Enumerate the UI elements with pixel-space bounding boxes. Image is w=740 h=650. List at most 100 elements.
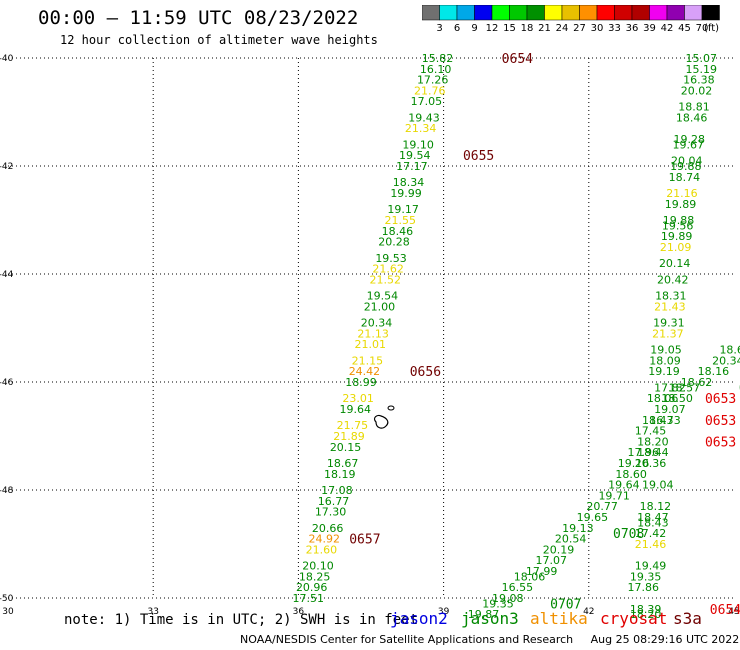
lon-tick-label: 33 <box>147 607 158 617</box>
colorbar-tick: 42 <box>661 23 674 33</box>
swh-value: 21.60 <box>306 543 338 556</box>
swh-value: 18.46 <box>676 111 708 124</box>
swh-value: 19.53 <box>375 252 407 265</box>
swh-value: 18.43 <box>642 414 674 427</box>
swh-value: 20.66 <box>312 522 344 535</box>
swh-value: 19.99 <box>390 187 422 200</box>
colorbar-tick: 27 <box>573 23 586 33</box>
swh-value: 21.09 <box>660 241 692 254</box>
swh-value: 21.52 <box>370 273 402 286</box>
swh-value: 23.01 <box>342 392 374 405</box>
lon-tick-label: 39 <box>438 607 450 617</box>
swh-value: 19.10 <box>402 138 434 151</box>
swh-value: 18.43 <box>637 516 669 529</box>
colorbar-tick: 45 <box>678 23 691 33</box>
colorbar-tick: 12 <box>486 23 499 33</box>
colorbar-legend: 3 6 9 12 15 18 21 24 27 30 33 36 39 42 45 70(ft) <box>422 5 720 33</box>
swh-value: 19.35 <box>630 570 662 583</box>
swh-value: 17.86 <box>627 581 659 594</box>
swh-value: 18.57 <box>669 381 701 394</box>
map-subtitle: 12 hour collection of altimeter wave hei… <box>60 33 378 47</box>
swh-value: 18.74 <box>669 171 701 184</box>
colorbar-tick: 36 <box>626 23 639 33</box>
swh-value: 18.06 <box>514 570 546 583</box>
swh-value: 19.43 <box>408 111 440 124</box>
swh-value: 19.35 <box>482 597 514 610</box>
swh-value: 19.07 <box>654 403 686 416</box>
swh-value: 18.09 <box>649 354 681 367</box>
swh-value: 18.62 <box>681 376 713 389</box>
time-label: 0708 <box>613 527 644 542</box>
swh-value: 17.26 <box>417 74 449 87</box>
swh-value: 20.10 <box>302 560 334 573</box>
swh-value: 19.67 <box>672 138 704 151</box>
swh-value: 20.28 <box>378 236 410 249</box>
lon-tick-label: 42 <box>583 607 594 617</box>
legend-s3a: s3a <box>673 609 702 628</box>
colorbar-tick: 21 <box>538 23 551 33</box>
swh-value: 21.89 <box>333 430 365 443</box>
swh-value: 19.65 <box>577 511 609 524</box>
lat-tick-label: -40 <box>0 54 14 64</box>
swh-value: 20.77 <box>586 500 618 513</box>
colorbar-tick: 3 <box>436 23 442 33</box>
swh-value: 18.47 <box>637 511 669 524</box>
swh-value: 19.13 <box>562 522 594 535</box>
colorbar-tick: 24 <box>556 23 569 33</box>
island-outline <box>373 414 389 429</box>
swh-value: 15.82 <box>422 52 454 65</box>
colorbar-tick: 15 <box>503 23 516 33</box>
lat-tick-label: -44 <box>0 270 14 280</box>
swh-value: 20.02 <box>681 84 713 97</box>
swh-value: 19.88 <box>663 214 695 227</box>
swh-value: 21.37 <box>652 327 684 340</box>
swh-value: 17.99 <box>526 565 558 578</box>
swh-value: 20.36 <box>635 457 667 470</box>
swh-value: 18.50 <box>661 392 693 405</box>
island-outline <box>387 405 395 411</box>
swh-value: 20.96 <box>296 581 328 594</box>
swh-value: 18.81 <box>678 101 710 114</box>
swh-value: 15.19 <box>686 63 718 76</box>
swh-value: 17.30 <box>315 506 347 519</box>
lon-tick-label: 45 <box>728 607 739 617</box>
time-label: 0653 <box>705 392 736 407</box>
map-title: 00:00 – 11:59 UTC 08/23/2022 <box>38 7 359 29</box>
swh-value: 18.20 <box>637 435 669 448</box>
swh-value: 17.05 <box>411 95 443 108</box>
swh-value: 24.92 <box>309 533 341 546</box>
swh-value: 19.89 <box>661 230 693 243</box>
swh-value: 21.13 <box>357 327 389 340</box>
swh-value: 19.17 <box>387 203 419 216</box>
swh-value: 19.88 <box>670 160 702 173</box>
swh-value: 17.42 <box>635 527 667 540</box>
swh-value: 19.28 <box>673 133 705 146</box>
swh-value: 18.20 <box>630 608 662 621</box>
swh-value: 19.54 <box>367 290 399 303</box>
swh-value: 18.60 <box>615 468 647 481</box>
swh-value: 19.31 <box>653 317 685 330</box>
time-label: 0653 <box>705 435 736 450</box>
swh-value: 17.08 <box>321 484 353 497</box>
swh-value: 20.15 <box>330 441 362 454</box>
swh-value: 20.14 <box>659 257 691 270</box>
legend-note: note: 1) Time is in UTC; 2) SWH is in fe… <box>64 612 419 628</box>
swh-value: 21.34 <box>405 122 437 135</box>
colorbar-tick: 6 <box>454 23 460 33</box>
swh-value: 18.46 <box>382 225 414 238</box>
colorbar-tick: 33 <box>608 23 621 33</box>
swh-value: 21.15 <box>352 354 384 367</box>
swh-value: 16.38 <box>683 74 715 87</box>
swh-value: 17.82 <box>654 381 686 394</box>
swh-value: 18.19 <box>324 468 356 481</box>
legend-cryosat: cryosat <box>600 609 668 628</box>
legend-jason2: jason2 <box>390 609 448 628</box>
swh-value: 19.64 <box>608 479 640 492</box>
colorbar-tick: 70 <box>696 23 709 33</box>
swh-value: 18.44 <box>637 446 669 459</box>
swh-value: 16.77 <box>318 495 350 508</box>
swh-value: 21.01 <box>355 338 387 351</box>
swh-value: 19.89 <box>665 198 697 211</box>
lat-tick-label: -42 <box>0 162 13 172</box>
